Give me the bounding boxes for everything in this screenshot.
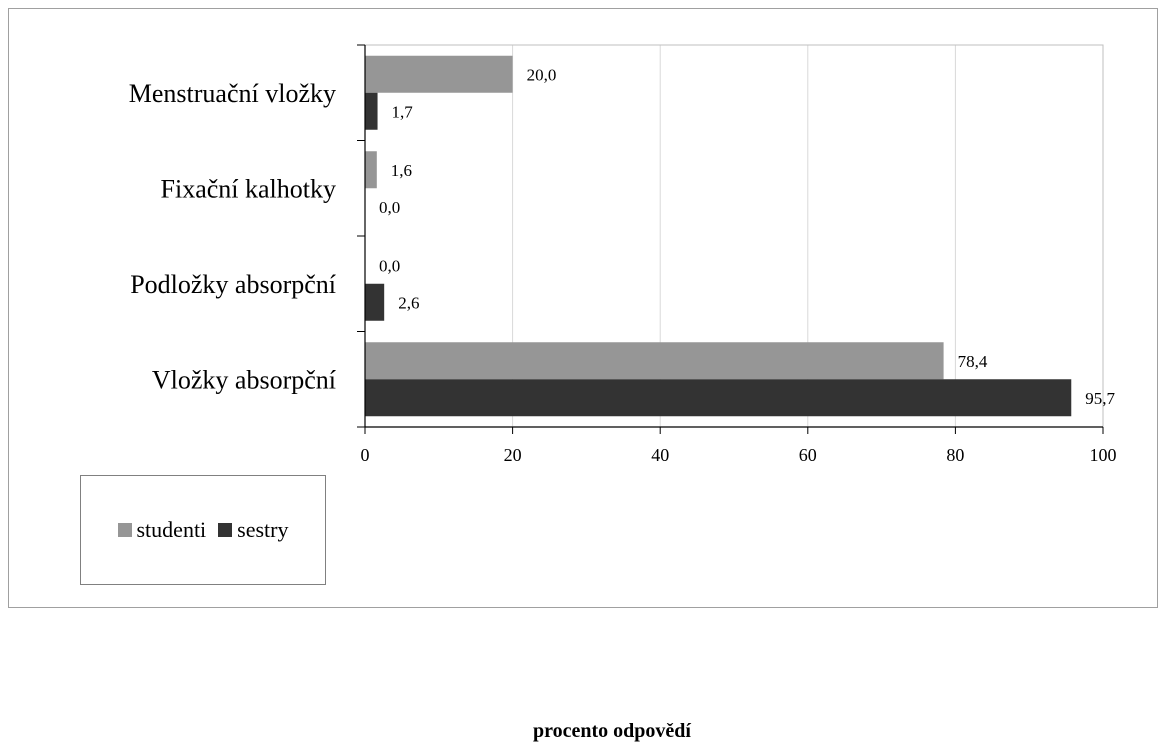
x-tick-label-3: 60 [799, 445, 817, 465]
legend-item-sestry: sestry [218, 517, 289, 543]
x-axis-label: procento odpovědí [533, 720, 691, 742]
category-label-0: Menstruační vložky [129, 79, 336, 108]
x-tick-label-1: 20 [504, 445, 522, 465]
legend-swatch-studenti [117, 523, 132, 537]
data-label-studenti-0: 20,0 [527, 65, 557, 84]
legend-label-sestry: sestry [237, 517, 289, 542]
bar-studenti-1 [365, 151, 377, 189]
data-label-sestry-2: 2,6 [398, 293, 419, 312]
legend-label-studenti: studenti [136, 517, 207, 542]
data-label-studenti-1: 1,6 [391, 161, 412, 180]
legend-swatch-sestry [218, 523, 233, 537]
bar-studenti-3 [365, 342, 944, 380]
bar-studenti-0 [365, 55, 513, 93]
legend: studenti sestry [80, 475, 326, 585]
legend-item-studenti: studenti [117, 517, 207, 543]
bar-sestry-3 [365, 379, 1072, 417]
bar-sestry-0 [365, 92, 378, 130]
x-tick-label-4: 80 [946, 445, 964, 465]
x-tick-label-5: 100 [1090, 445, 1117, 465]
data-label-studenti-2: 0,0 [379, 256, 400, 275]
category-label-2: Podložky absorpční [130, 270, 336, 299]
data-label-sestry-3: 95,7 [1085, 389, 1115, 408]
data-label-sestry-0: 1,7 [392, 102, 414, 121]
category-label-3: Vložky absorpční [152, 365, 336, 394]
x-tick-label-0: 0 [361, 445, 370, 465]
x-tick-label-2: 40 [651, 445, 669, 465]
data-label-sestry-1: 0,0 [379, 198, 400, 217]
category-label-1: Fixační kalhotky [161, 174, 336, 203]
data-label-studenti-3: 78,4 [958, 352, 988, 371]
bar-chart: 20,0 1,7 Menstruační vložky 1,6 0,0 Fixační k… [129, 44, 1117, 465]
bar-sestry-2 [365, 283, 385, 321]
